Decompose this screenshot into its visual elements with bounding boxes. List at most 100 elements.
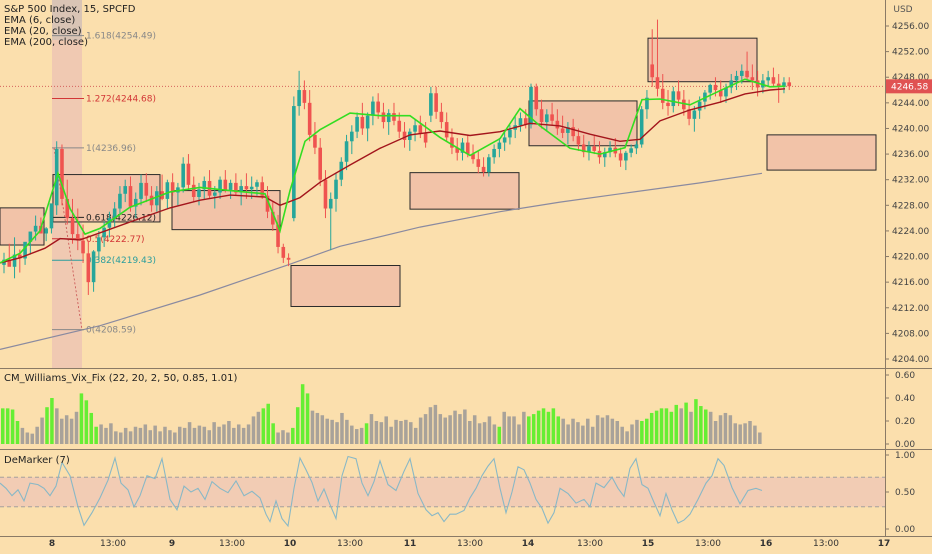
last-price-badge xyxy=(886,79,932,94)
demarker-tick-label: 1.00 xyxy=(895,451,915,461)
vix-bar xyxy=(438,414,443,444)
candle-body xyxy=(645,97,649,110)
vix-bar xyxy=(10,409,15,444)
time-tick-label: 13:00 xyxy=(219,539,245,549)
vix-bar xyxy=(635,419,639,444)
time-tick-label: 13:00 xyxy=(695,539,721,549)
vix-bar xyxy=(256,411,261,444)
vix-bar xyxy=(620,426,624,444)
candle-body xyxy=(602,152,607,158)
vix-bar xyxy=(492,424,497,444)
vix-bar xyxy=(335,422,339,444)
vix-bar xyxy=(114,431,118,444)
vix-bar xyxy=(704,409,708,444)
demarker-pane xyxy=(0,455,885,528)
zone-box xyxy=(647,37,758,83)
candle-body xyxy=(718,90,723,97)
candle-body xyxy=(244,186,249,190)
vix-bar xyxy=(458,414,462,444)
candle-body xyxy=(555,120,560,129)
ema200-layer xyxy=(0,172,763,350)
vix-bar xyxy=(94,426,98,444)
vix-bar xyxy=(143,424,148,444)
ema20-legend: EMA (20, close) xyxy=(4,26,82,37)
candle-body xyxy=(318,147,322,180)
candle-body xyxy=(165,182,170,199)
candle-body xyxy=(634,144,639,149)
candle-body xyxy=(386,113,391,123)
candle-body xyxy=(112,208,117,219)
fib-levels: 1.618(4254.49) 1.272(4244.68) 1(4236.96) 0.… xyxy=(0,32,885,336)
fib-level-label: 1.272(4244.68) xyxy=(86,94,156,104)
vix-bar xyxy=(50,398,54,444)
candle-body xyxy=(397,120,402,132)
vix-bar xyxy=(645,418,649,444)
vix-bar xyxy=(320,415,325,444)
vix-bar xyxy=(477,423,482,444)
vix-bar xyxy=(89,412,94,444)
price-tick-label: 4204.00 xyxy=(892,355,929,365)
vix-bar xyxy=(502,411,506,444)
candle-body xyxy=(592,146,597,151)
vix-bar xyxy=(384,416,388,444)
price-tick-label: 4240.00 xyxy=(892,124,929,134)
vix-bar xyxy=(630,424,634,444)
candle-body xyxy=(618,153,623,161)
symbol-title: S&P 500 Index, 15, SPCFD xyxy=(4,4,136,15)
zone-box xyxy=(409,172,520,210)
vix-bar xyxy=(236,424,241,444)
candle-body xyxy=(418,125,423,134)
candle-body xyxy=(191,184,196,197)
candle-body xyxy=(460,142,465,153)
candle-body xyxy=(91,251,96,283)
vix-bar xyxy=(522,411,526,444)
vix-bar xyxy=(468,421,472,444)
vix-bar xyxy=(654,410,659,444)
price-tick-label: 4256.00 xyxy=(892,22,929,32)
fib-level-label: 0.382(4219.43) xyxy=(86,256,156,266)
vix-bar xyxy=(84,400,89,444)
candle-body xyxy=(365,115,370,129)
candle-body xyxy=(571,127,575,137)
candle-body xyxy=(128,186,133,207)
candles xyxy=(2,19,792,295)
vix-bar xyxy=(718,415,723,444)
candle-body xyxy=(682,99,686,110)
price-tick-label: 4212.00 xyxy=(892,304,929,314)
candle-body xyxy=(228,182,233,190)
vix-bar xyxy=(217,426,221,444)
last-price-label: 4246.58 xyxy=(891,82,928,92)
vix-bar xyxy=(738,424,742,444)
fib-level-label: 0(4208.59) xyxy=(86,326,136,336)
candle-body xyxy=(581,144,586,153)
vix-bar xyxy=(286,432,290,444)
vix-bar xyxy=(699,406,703,444)
candle-body xyxy=(223,179,228,190)
vix-bar xyxy=(212,422,216,444)
candle-body xyxy=(740,70,744,76)
vix-bar xyxy=(232,427,236,444)
candle-body xyxy=(70,218,75,235)
candle-body xyxy=(297,90,301,107)
candle-body xyxy=(423,133,428,143)
candle-body xyxy=(492,148,496,158)
vix-bar xyxy=(600,417,605,444)
vix-bar xyxy=(571,418,575,444)
vix-bar xyxy=(325,418,329,444)
candle-body xyxy=(692,110,697,119)
vix-bar xyxy=(133,426,138,444)
candle-body xyxy=(202,180,207,190)
candle-body xyxy=(249,186,254,190)
price-tick-label: 4208.00 xyxy=(892,329,929,339)
price-tick-label: 4236.00 xyxy=(892,150,929,160)
vix-bar xyxy=(576,422,580,444)
candle-body xyxy=(413,125,417,132)
vix-bar xyxy=(364,423,369,444)
vix-tick-label: 0.20 xyxy=(895,417,915,427)
time-tick-label: 8 xyxy=(49,539,55,549)
candle-body xyxy=(429,93,433,116)
vix-bar xyxy=(743,423,747,444)
time-tick-label: 10 xyxy=(284,539,297,549)
vix-bar xyxy=(443,417,447,444)
candle-body xyxy=(724,87,728,97)
